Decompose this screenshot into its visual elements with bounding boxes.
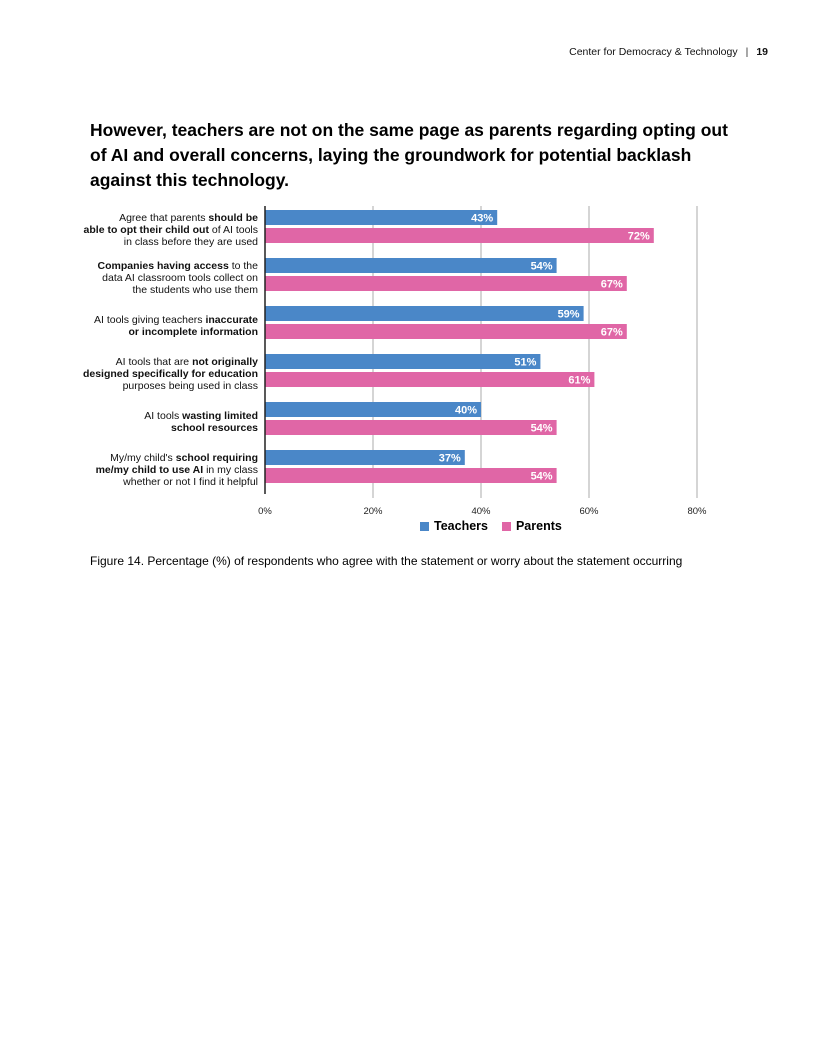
header-separator: | xyxy=(745,46,749,58)
x-tick-label: 60% xyxy=(579,506,599,517)
legend-label-teachers: Teachers xyxy=(434,519,488,533)
bar-teachers xyxy=(265,354,541,369)
data-label-parents: 67% xyxy=(601,327,623,339)
x-tick-label: 20% xyxy=(363,506,383,517)
bar-parents xyxy=(265,324,627,339)
data-label-teachers: 51% xyxy=(514,357,536,369)
bar-parents xyxy=(265,468,557,483)
bar-parents xyxy=(265,372,595,387)
x-tick-label: 40% xyxy=(471,506,491,517)
bar-parents xyxy=(265,420,557,435)
x-tick-label: 0% xyxy=(258,506,272,517)
category-label: Companies having access to the data AI cl… xyxy=(97,260,258,296)
legend-label-parents: Parents xyxy=(515,519,562,533)
data-label-teachers: 43% xyxy=(471,213,493,225)
data-label-parents: 72% xyxy=(628,231,650,243)
data-label-parents: 67% xyxy=(601,279,623,291)
data-label-teachers: 54% xyxy=(531,261,553,273)
bar-parents xyxy=(265,276,627,291)
data-label-parents: 61% xyxy=(568,375,590,387)
data-label-teachers: 59% xyxy=(558,309,580,321)
bar-teachers xyxy=(265,258,557,273)
category-label: AI tools that are not originally designed… xyxy=(83,356,258,392)
bar-teachers xyxy=(265,210,498,225)
data-label-parents: 54% xyxy=(531,423,553,435)
data-label-teachers: 37% xyxy=(439,453,461,465)
organization-name: Center for Democracy & Technology xyxy=(569,46,738,58)
legend-swatch-teachers xyxy=(420,521,429,531)
legend-swatch-parents xyxy=(501,521,511,531)
bar-chart: 0% 20% 40% 60% 80% 43% 54% 59% 51% 40% 37% 72% 67% 67… xyxy=(83,206,707,517)
category-label: My/my child's school requiring me/my chil… xyxy=(96,452,258,488)
bar-teachers xyxy=(265,450,465,465)
data-label-teachers: 40% xyxy=(455,405,477,417)
bar-teachers xyxy=(265,402,481,417)
page-header: Center for Democracy & Technology | 19 xyxy=(569,46,768,58)
bar-parents xyxy=(265,228,654,243)
page-number: 19 xyxy=(756,46,768,58)
category-label: AI tools giving teachers inaccurate or in… xyxy=(94,314,258,338)
figure-caption: Figure 14. Percentage (%) of respondents… xyxy=(90,554,683,568)
category-label: AI tools wasting limited school resources xyxy=(144,410,258,434)
data-label-parents: 54% xyxy=(531,471,553,483)
category-label: Agree that parents should be able to opt … xyxy=(84,212,259,248)
x-tick-label: 80% xyxy=(687,506,707,517)
section-heading: However, teachers are not on the same pa… xyxy=(90,120,728,190)
legend-item-parents: Parents xyxy=(501,519,562,533)
legend-item-teachers: Teachers xyxy=(420,519,488,533)
bar-teachers xyxy=(265,306,584,321)
chart-legend: Teachers Parents xyxy=(420,519,562,533)
